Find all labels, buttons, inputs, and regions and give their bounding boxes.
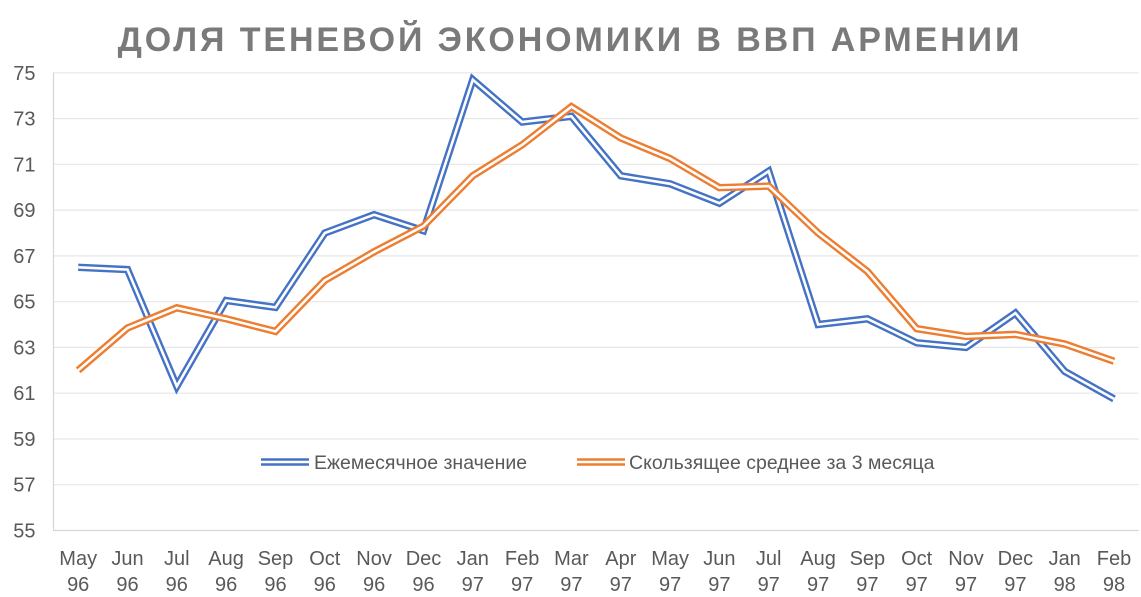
svg-text:69: 69 [13,200,35,222]
svg-text:Ежемесячное значение: Ежемесячное значение [314,452,527,474]
svg-text:75: 75 [13,63,35,85]
svg-text:97: 97 [610,574,632,596]
svg-text:96: 96 [412,574,434,596]
svg-text:55: 55 [13,521,35,543]
svg-text:Mar: Mar [554,548,589,570]
svg-text:Jul: Jul [756,548,782,570]
svg-text:97: 97 [659,574,681,596]
svg-text:97: 97 [856,574,878,596]
svg-text:Nov: Nov [948,548,984,570]
svg-text:98: 98 [1054,574,1076,596]
svg-text:73: 73 [13,109,35,131]
svg-text:Скользящее среднее за 3 месяца: Скользящее среднее за 3 месяца [629,452,935,474]
svg-text:96: 96 [116,574,138,596]
svg-text:97: 97 [560,574,582,596]
svg-text:Sep: Sep [850,548,886,570]
svg-text:97: 97 [758,574,780,596]
svg-text:Jun: Jun [703,548,735,570]
svg-text:97: 97 [462,574,484,596]
svg-text:96: 96 [314,574,336,596]
svg-text:ДОЛЯ ТЕНЕВОЙ ЭКОНОМИКИ В ВВП А: ДОЛЯ ТЕНЕВОЙ ЭКОНОМИКИ В ВВП АРМЕНИИ [118,20,1023,59]
svg-text:May: May [651,548,689,570]
svg-text:97: 97 [807,574,829,596]
svg-text:67: 67 [13,246,35,268]
svg-text:Feb: Feb [1097,548,1131,570]
svg-text:65: 65 [13,292,35,314]
svg-text:71: 71 [13,154,35,176]
svg-text:Jun: Jun [111,548,143,570]
svg-text:Aug: Aug [800,548,836,570]
svg-text:98: 98 [1103,574,1125,596]
svg-text:Jan: Jan [1049,548,1081,570]
svg-text:Oct: Oct [901,548,933,570]
svg-text:Oct: Oct [309,548,341,570]
svg-text:97: 97 [1004,574,1026,596]
svg-text:Apr: Apr [605,548,636,570]
svg-text:96: 96 [166,574,188,596]
svg-text:96: 96 [363,574,385,596]
svg-text:Dec: Dec [998,548,1034,570]
svg-text:Nov: Nov [356,548,392,570]
svg-text:96: 96 [67,574,89,596]
svg-text:96: 96 [264,574,286,596]
svg-text:Feb: Feb [505,548,539,570]
svg-text:97: 97 [906,574,928,596]
svg-text:59: 59 [13,429,35,451]
svg-text:Jul: Jul [164,548,190,570]
svg-text:May: May [59,548,97,570]
svg-text:Dec: Dec [406,548,442,570]
svg-text:Aug: Aug [208,548,244,570]
svg-text:61: 61 [13,383,35,405]
svg-text:57: 57 [13,475,35,497]
svg-text:Jan: Jan [457,548,489,570]
svg-text:63: 63 [13,337,35,359]
svg-text:97: 97 [708,574,730,596]
svg-text:97: 97 [511,574,533,596]
svg-text:96: 96 [215,574,237,596]
svg-text:97: 97 [955,574,977,596]
svg-text:Sep: Sep [258,548,294,570]
